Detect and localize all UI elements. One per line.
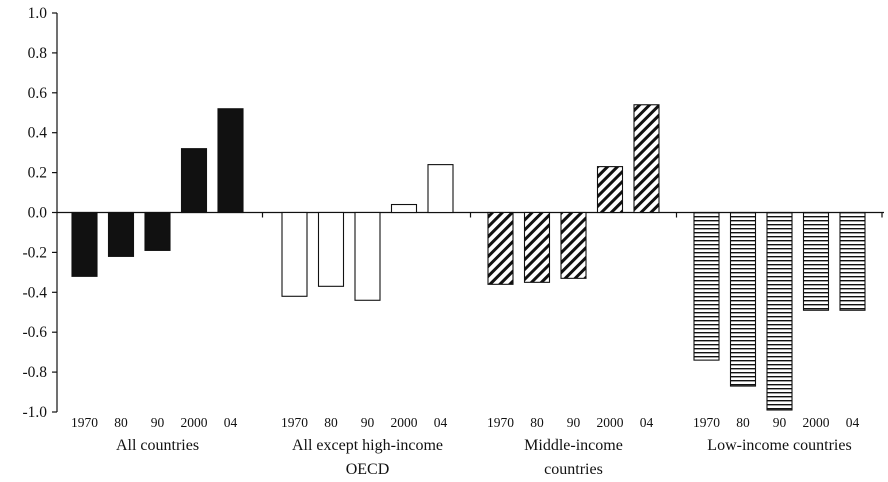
x-group-label: Middle-income: [524, 437, 623, 454]
x-category-label: 1970: [487, 415, 514, 430]
x-category-label: 80: [324, 415, 338, 430]
y-tick-label: -1.0: [22, 404, 47, 421]
bar: [560, 211, 587, 279]
bar: [427, 164, 454, 214]
y-tick-label: 0.4: [28, 125, 48, 142]
bar: [596, 166, 624, 214]
x-category-label: 2000: [181, 415, 208, 430]
bar: [839, 211, 866, 311]
bar: [354, 211, 381, 301]
x-group-label: All except high-income: [292, 437, 443, 454]
x-category-label: 80: [114, 415, 128, 430]
x-category-label: 04: [224, 415, 238, 430]
bar: [802, 211, 830, 311]
x-category-label: 04: [640, 415, 654, 430]
bar: [487, 211, 514, 285]
x-group-label: All countries: [116, 437, 199, 454]
bar: [180, 148, 208, 214]
x-category-label: 04: [846, 415, 860, 430]
x-category-label: 04: [434, 415, 448, 430]
y-tick-label: -0.4: [22, 284, 47, 301]
bar: [217, 108, 244, 214]
x-group-label: Low-income countries: [707, 437, 851, 454]
x-category-label: 2000: [803, 415, 830, 430]
y-tick-label: -0.6: [22, 324, 47, 341]
y-tick-label: 0.0: [28, 205, 48, 222]
y-tick-label: 0.2: [28, 165, 47, 182]
x-category-label: 2000: [597, 415, 624, 430]
bar: [766, 211, 793, 411]
bar: [107, 211, 135, 257]
x-category-label: 1970: [693, 415, 720, 430]
x-category-label: 90: [151, 415, 165, 430]
x-category-label: 80: [530, 415, 544, 430]
x-category-label: 80: [736, 415, 750, 430]
y-tick-label: 0.6: [28, 85, 48, 102]
bar: [317, 211, 345, 287]
bar: [144, 211, 171, 251]
bar: [390, 203, 418, 214]
x-category-label: 90: [773, 415, 787, 430]
bar: [281, 211, 308, 297]
y-tick-label: 0.8: [28, 45, 48, 62]
bar: [693, 211, 720, 361]
bar: [633, 104, 660, 214]
x-category-label: 1970: [281, 415, 308, 430]
y-tick-label: -0.2: [22, 244, 47, 261]
y-tick-label: -0.8: [22, 364, 47, 381]
x-category-label: 1970: [71, 415, 98, 430]
x-category-label: 90: [567, 415, 581, 430]
bar: [523, 211, 551, 283]
x-group-label: countries: [544, 461, 603, 478]
x-group-label: OECD: [346, 461, 390, 478]
x-category-label: 90: [361, 415, 375, 430]
bar: [729, 211, 757, 387]
bar: [71, 211, 98, 277]
y-tick-label: 1.0: [28, 5, 48, 22]
x-category-label: 2000: [391, 415, 418, 430]
